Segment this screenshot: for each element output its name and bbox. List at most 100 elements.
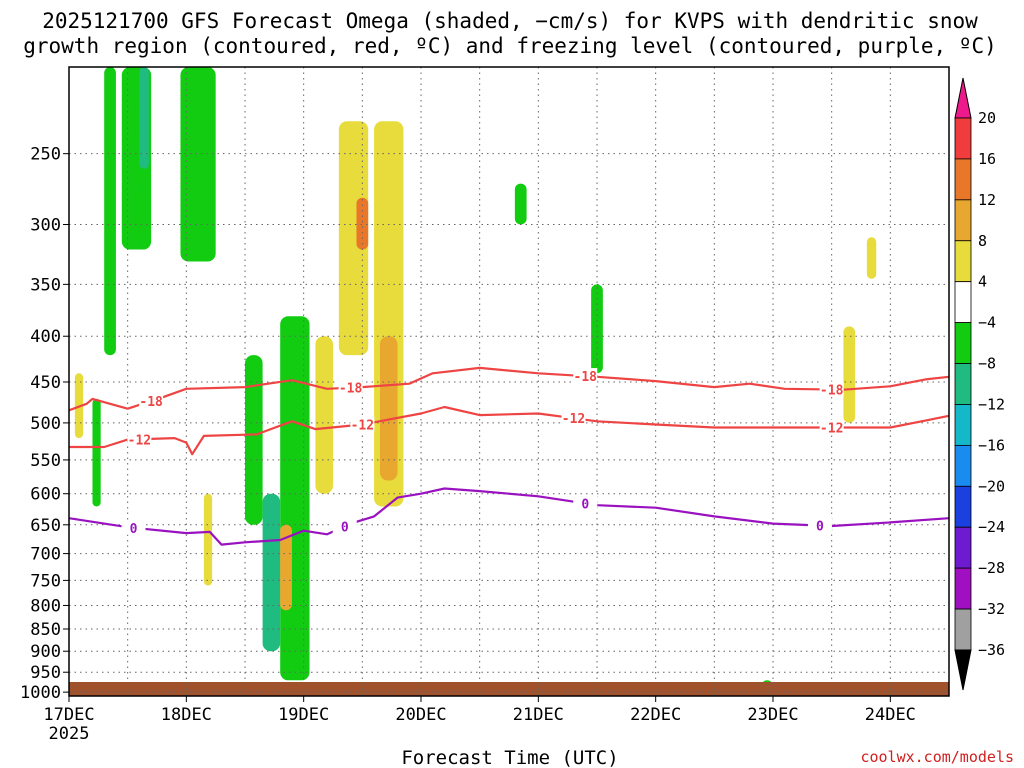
contour-label-bg <box>139 393 164 409</box>
omega-cell <box>315 336 333 494</box>
colorbar-swatch <box>954 322 972 364</box>
chart-title-line-1: 2025121700 GFS Forecast Omega (shaded, −… <box>42 9 978 33</box>
contour-label-bg <box>819 419 844 435</box>
contour-line-m12 <box>69 405 950 456</box>
y-tick-label: 350 <box>30 275 61 295</box>
contour-label-bg <box>338 379 363 395</box>
contour-label: 0 <box>341 520 349 535</box>
contour-label-bg <box>332 518 357 534</box>
y-tick-label: 500 <box>30 414 61 434</box>
contour-label-bg <box>573 368 598 384</box>
colorbar-swatch <box>954 649 972 691</box>
y-tick-label: 800 <box>30 596 61 616</box>
colorbar-swatch <box>954 158 972 201</box>
contour-label: -18 <box>820 384 844 399</box>
y-tick-label: 700 <box>30 545 61 565</box>
y-axis: 2503003504004505005506006507007508008509… <box>20 145 69 703</box>
colorbar-swatch <box>954 608 972 651</box>
colorbar-swatch <box>954 526 972 569</box>
colorbar-swatch <box>954 404 972 446</box>
omega-cell <box>262 493 281 652</box>
contours: -18 -18 -18 -18 -12 -12 -12 -12 0 0 0 0 <box>68 366 950 546</box>
omega-cell <box>280 316 310 681</box>
x-tick-label: 24DEC <box>865 705 916 725</box>
x-tick-label: 17DEC <box>43 705 94 725</box>
colorbar-label: −8 <box>978 355 996 373</box>
x-tick-label: 22DEC <box>630 705 681 725</box>
contour-label-bg <box>561 410 586 426</box>
colorbar-label: −24 <box>978 518 1005 536</box>
contour-label: 0 <box>816 520 824 535</box>
omega-cell <box>514 183 527 225</box>
colorbar-swatch <box>954 199 972 242</box>
colorbar-label: −28 <box>978 559 1005 577</box>
contour-label: -18 <box>574 370 598 385</box>
y-tick-label: 450 <box>30 373 61 393</box>
colorbar-label: 12 <box>978 191 996 209</box>
colorbar-label: −4 <box>978 314 996 332</box>
omega-cell <box>180 67 216 262</box>
omega-cell <box>104 67 116 356</box>
colorbar-label: 8 <box>978 232 987 250</box>
contour-label-bg <box>121 519 146 535</box>
contour-label-bg <box>350 416 375 432</box>
contour-line-0 <box>68 487 950 546</box>
contour-label: -12 <box>128 433 151 448</box>
x-tick-label: 20DEC <box>395 705 446 725</box>
colorbar: 20 16 12 8 4 −4 −8 −12 −16 −20 −24 −28 −32 −36 <box>954 77 1005 691</box>
y-tick-label: 750 <box>30 571 61 591</box>
contour-label: -18 <box>339 382 363 397</box>
contour-label-bg <box>819 381 844 397</box>
y-tick-label: 950 <box>30 663 61 683</box>
x-tick-label: 19DEC <box>278 705 329 725</box>
y-tick-label: 250 <box>30 145 61 165</box>
contour-label: -12 <box>820 422 843 437</box>
x-tick-year-label: 2025 <box>49 724 90 744</box>
omega-cell <box>139 67 149 169</box>
y-tick-label: 550 <box>30 451 61 471</box>
chart-title-line-2: growth region (contoured, red, ºC) and f… <box>23 34 997 58</box>
colorbar-swatch <box>954 444 972 487</box>
colorbar-swatch <box>954 567 972 610</box>
omega-shading <box>74 67 877 693</box>
contour-label-bg <box>127 431 152 447</box>
colorbar-swatch <box>954 485 972 528</box>
contour-label: -12 <box>562 412 585 427</box>
omega-cell <box>92 398 101 507</box>
contour-label-bg <box>573 495 598 511</box>
colorbar-label: −36 <box>978 641 1005 659</box>
omega-cell <box>379 336 398 481</box>
colorbar-label: 4 <box>978 273 987 291</box>
x-tick-label: 18DEC <box>161 705 212 725</box>
contour-label: 0 <box>581 497 589 512</box>
contour-label: -18 <box>139 395 163 410</box>
colorbar-label: −12 <box>978 395 1005 413</box>
y-tick-label: 1000 <box>20 683 61 703</box>
x-axis-title: Forecast Time (UTC) <box>401 747 618 768</box>
omega-cell <box>280 524 292 611</box>
omega-cell <box>203 493 213 586</box>
colorbar-swatch <box>954 363 972 405</box>
y-tick-label: 600 <box>30 485 61 505</box>
colorbar-swatch <box>954 281 972 324</box>
contour-label: -12 <box>351 418 374 433</box>
omega-cell <box>843 326 856 423</box>
colorbar-label: −20 <box>978 477 1005 495</box>
omega-cell <box>356 197 369 250</box>
colorbar-label: −32 <box>978 600 1005 618</box>
contour-label: 0 <box>130 522 138 537</box>
y-tick-label: 650 <box>30 516 61 536</box>
colorbar-swatch <box>954 117 972 160</box>
colorbar-label: 16 <box>978 150 996 168</box>
ground-terrain <box>69 682 949 696</box>
colorbar-swatch <box>954 240 972 283</box>
omega-cell <box>591 284 603 374</box>
y-tick-label: 900 <box>30 642 61 662</box>
plot-area: -18 -18 -18 -18 -12 -12 -12 -12 0 0 0 0 <box>68 66 950 697</box>
colorbar-label: −16 <box>978 436 1005 454</box>
omega-cell <box>866 237 877 279</box>
y-tick-label: 300 <box>30 215 61 235</box>
colorbar-label: 20 <box>978 109 996 127</box>
site-credit: coolwx.com/models <box>860 748 1014 766</box>
